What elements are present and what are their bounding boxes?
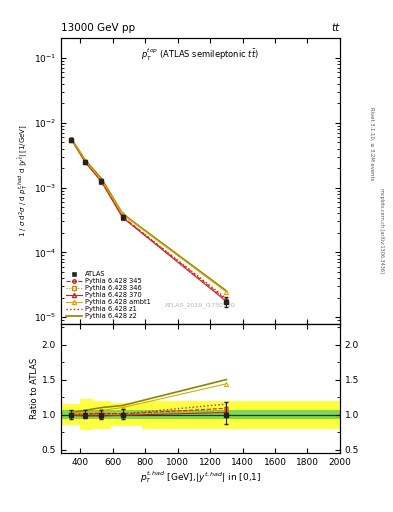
Legend: ATLAS, Pythia 6.428 345, Pythia 6.428 346, Pythia 6.428 370, Pythia 6.428 ambt1,: ATLAS, Pythia 6.428 345, Pythia 6.428 34… [64, 269, 152, 320]
Text: Rivet 3.1.10, ≥ 3.2M events: Rivet 3.1.10, ≥ 3.2M events [369, 106, 374, 180]
X-axis label: $p_T^{t,had}$ [GeV],|$y^{t,had}$| in [0,1]: $p_T^{t,had}$ [GeV],|$y^{t,had}$| in [0,… [140, 470, 261, 485]
Text: ATLAS_2019_I1750330: ATLAS_2019_I1750330 [165, 302, 236, 308]
Y-axis label: 1 / $\sigma$ d$^2\sigma$ / d $p_T^{t,had}$ d |$y^{\bar{t}}$| [1/GeV]: 1 / $\sigma$ d$^2\sigma$ / d $p_T^{t,had… [17, 124, 31, 238]
Text: 13000 GeV pp: 13000 GeV pp [61, 23, 135, 33]
Text: $p_T^{top}$ (ATLAS semileptonic $t\bar{t}$): $p_T^{top}$ (ATLAS semileptonic $t\bar{t… [141, 47, 259, 63]
Y-axis label: Ratio to ATLAS: Ratio to ATLAS [30, 358, 39, 419]
Text: tt: tt [332, 23, 340, 33]
Text: mcplots.cern.ch [arXiv:1306.3436]: mcplots.cern.ch [arXiv:1306.3436] [379, 188, 384, 273]
